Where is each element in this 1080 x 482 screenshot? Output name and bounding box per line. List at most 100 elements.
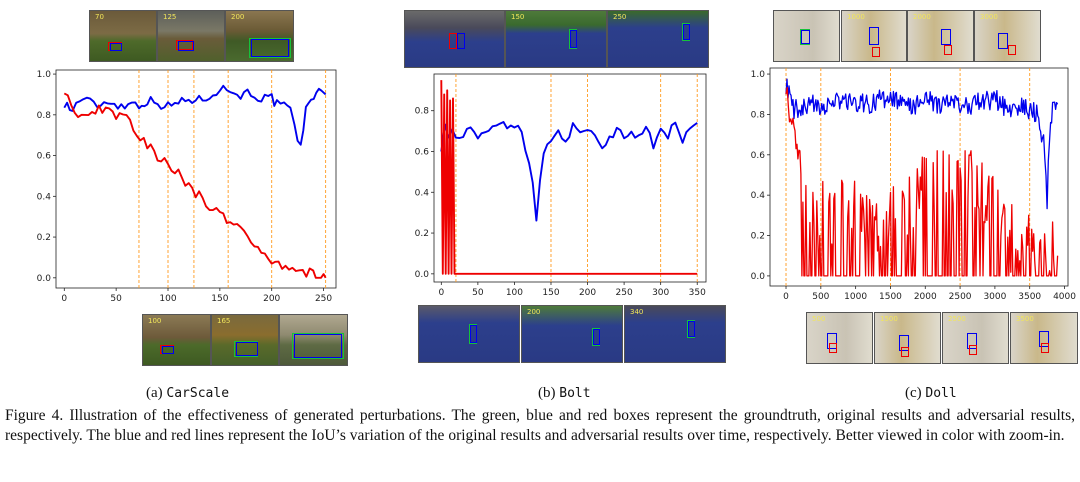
x-tick-label: 2500: [949, 292, 972, 302]
x-tick-label: 250: [616, 288, 633, 298]
x-tick-label: 150: [542, 288, 559, 298]
frame-number: 2500: [948, 315, 966, 323]
x-tick-label: 3500: [1018, 292, 1041, 302]
original-box: [162, 346, 174, 354]
adversarial-box: [449, 33, 457, 49]
y-tick-label: 0.4: [751, 191, 766, 201]
subcaption-name: Doll: [925, 386, 957, 401]
frame-number: 100: [148, 317, 162, 325]
subcaption-label: (c): [905, 385, 922, 401]
doll-top-frame-4: 3000: [974, 10, 1041, 62]
series-original-line: [440, 121, 698, 222]
y-tick-label: 0.8: [415, 107, 430, 117]
frame-number: 3000: [980, 13, 998, 21]
bolt-top-frame-3: 250: [607, 10, 709, 68]
plot-frame: [433, 73, 707, 283]
y-tick-label: 0.6: [37, 152, 52, 162]
doll-subcaption: (c) Doll: [905, 385, 957, 402]
original-box: [178, 41, 194, 51]
adversarial-box: [1041, 343, 1049, 353]
original-box: [593, 329, 600, 345]
y-tick-label: 0.2: [415, 229, 429, 239]
y-tick-label: 0.0: [751, 272, 766, 282]
bolt-iou-chart: 0 50 100 150 200 250 300 350 0.0 0.2 0.4 0.6 0.8: [415, 73, 707, 298]
original-box: [294, 334, 342, 358]
y-tick-label: 0.4: [415, 188, 430, 198]
doll-bottom-frame-3: 2500: [942, 312, 1009, 364]
y-tick-label: 0.8: [751, 110, 766, 120]
original-box: [236, 342, 258, 356]
x-tick-label: 100: [159, 294, 176, 304]
adversarial-box: [176, 40, 193, 50]
series-original-line: [63, 84, 327, 146]
x-tick-label: 1500: [879, 292, 902, 302]
x-tick-label: 250: [315, 294, 332, 304]
carscale-subcaption: (a) CarScale: [146, 385, 229, 402]
frame-number: 1000: [847, 13, 865, 21]
y-tick-label: 0.6: [415, 147, 430, 157]
subcaption-label: (b): [538, 385, 556, 401]
series-adversarial-line: [440, 80, 698, 275]
frame-number: 200: [231, 13, 245, 21]
original-box: [570, 30, 577, 48]
bolt-top-frame-2: 150: [505, 10, 607, 68]
frame-number: 150: [511, 13, 525, 21]
bolt-subcaption: (b) Bolt: [538, 385, 591, 402]
carscale-iou-chart: 0 50 100 150 200 250 0.0 0.2 0.4 0.6 0.8 1.0: [37, 69, 337, 304]
frame-number: 200: [527, 308, 541, 316]
adversarial-box: [829, 343, 837, 353]
doll-bottom-frame-1: 500: [806, 312, 873, 364]
x-tick-label: 100: [506, 288, 523, 298]
carscale-bottom-frame-2: 165: [211, 314, 279, 366]
adversarial-box: [944, 45, 952, 55]
doll-bottom-frame-2: 1500: [874, 312, 941, 364]
x-tick-label: 1000: [844, 292, 867, 302]
y-tick-label: 0.0: [415, 270, 430, 280]
plot-frame: [769, 67, 1069, 287]
x-tick-label: 50: [110, 294, 122, 304]
original-box: [688, 321, 695, 337]
bolt-bottom-frame-2: 200: [521, 305, 623, 363]
original-box: [110, 43, 122, 51]
original-box: [941, 29, 951, 45]
doll-top-frame-1: [773, 10, 840, 62]
y-tick-label: 0.2: [37, 233, 51, 243]
doll-bottom-frame-4: 3500: [1010, 312, 1078, 364]
carscale-bottom-frame-3: [279, 314, 348, 366]
original-box: [251, 39, 289, 57]
groundtruth-box: [249, 38, 291, 58]
subcaption-name: CarScale: [166, 386, 230, 401]
x-tick-label: 0: [783, 292, 789, 302]
doll-top-frame-3: 2000: [907, 10, 974, 62]
frame-number: 2000: [913, 13, 931, 21]
original-box: [869, 27, 879, 45]
bolt-bottom-frame-1: [418, 305, 520, 363]
series-adversarial-line: [785, 86, 1059, 277]
frame-number: 340: [630, 308, 644, 316]
adversarial-box: [872, 47, 880, 57]
adversarial-box: [901, 347, 909, 357]
x-tick-label: 2000: [914, 292, 937, 302]
carscale-top-frame-2: 125: [157, 10, 225, 62]
bolt-bottom-frame-3: 340: [624, 305, 726, 363]
original-box: [967, 333, 977, 349]
doll-top-frame-2: 1000: [841, 10, 907, 62]
carscale-top-frame-1: 70: [89, 10, 157, 62]
x-tick-label: 300: [652, 288, 669, 298]
original-box: [998, 33, 1008, 49]
frame-number: 165: [217, 317, 231, 325]
x-tick-label: 500: [812, 292, 829, 302]
y-tick-label: 0.6: [751, 151, 766, 161]
frame-number: 500: [812, 315, 826, 323]
x-tick-label: 200: [579, 288, 596, 298]
y-tick-label: 0.4: [37, 192, 52, 202]
x-tick-label: 0: [61, 294, 67, 304]
figure-caption: Figure 4. Illustration of the effectiven…: [5, 407, 1075, 444]
y-tick-label: 0.0: [37, 274, 52, 284]
frame-number: 250: [613, 13, 627, 21]
frame-number: 3500: [1016, 315, 1034, 323]
y-tick-label: 0.8: [37, 111, 52, 121]
plot-frame: [55, 69, 337, 289]
x-tick-label: 0: [438, 288, 444, 298]
frame-number: 125: [163, 13, 177, 21]
